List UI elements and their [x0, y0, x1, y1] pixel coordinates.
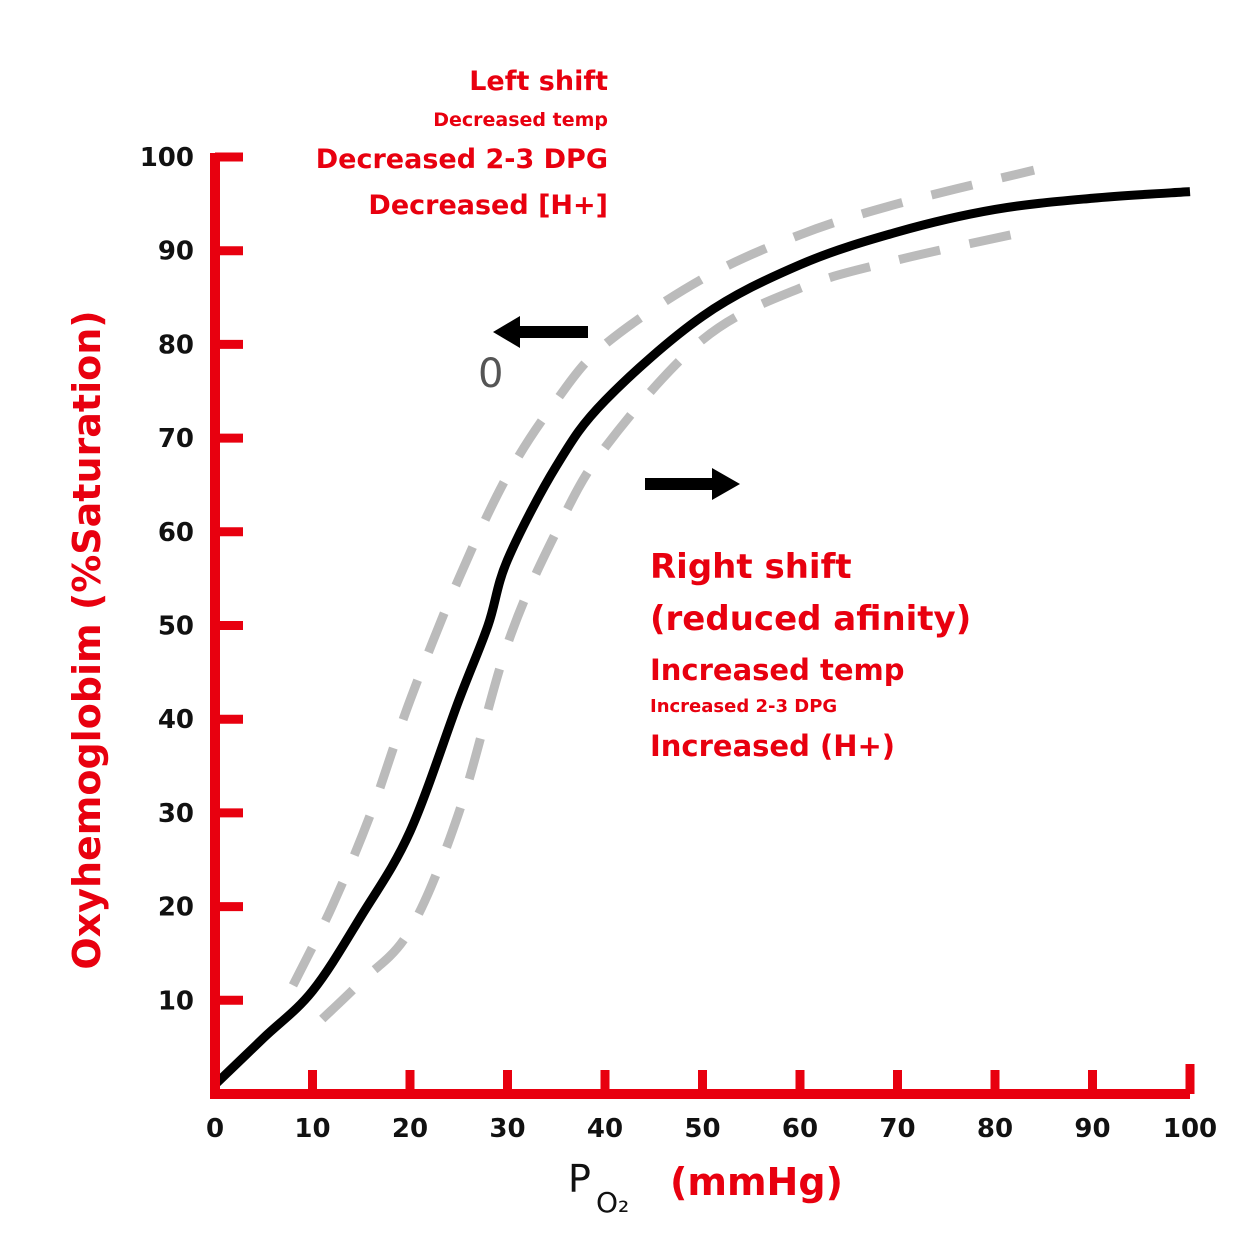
y-tick-label: 80: [158, 330, 194, 360]
right-shift-title: Right shift: [650, 547, 852, 587]
right-shift-temp: Increased temp: [650, 653, 904, 687]
curves: [211, 165, 1191, 1088]
y-tick-label: 50: [158, 612, 194, 642]
y-tick-label: 100: [140, 143, 194, 173]
x-tick-label: 20: [392, 1114, 428, 1144]
right-shift-dpg: Increased 2-3 DPG: [650, 696, 837, 717]
x-tick-label: 80: [977, 1114, 1013, 1144]
y-tick-label: 90: [158, 237, 194, 267]
axes: [210, 152, 1195, 1099]
y-tick-label: 40: [158, 705, 194, 735]
x-tick-label: 100: [1163, 1114, 1217, 1144]
x-axis-label-unit: (mmHg): [670, 1160, 843, 1204]
left-shift-title: Left shift: [469, 66, 608, 97]
x-tick-label: 90: [1074, 1114, 1110, 1144]
x-tick-label: 0: [206, 1114, 224, 1144]
y-tick-label: 10: [158, 986, 194, 1016]
y-tick-label: 30: [158, 799, 194, 829]
right-shift-annotation: Right shift (reduced afinity) Increased …: [650, 547, 971, 763]
left-shift-temp: Decreased temp: [433, 109, 608, 131]
shifted-curve-2: [319, 227, 1026, 1023]
x-tick-label: 50: [684, 1114, 720, 1144]
right-shift-h: Increased (H+): [650, 729, 895, 763]
left-arrow: [493, 316, 588, 348]
x-tick-label: 40: [587, 1114, 623, 1144]
y-tick-label: 20: [158, 893, 194, 923]
x-axis-label-subscript: O₂: [596, 1186, 629, 1219]
left-shift-h: Decreased [H+]: [368, 190, 608, 221]
main-curve: [211, 187, 1191, 1088]
x-tick-label: 60: [782, 1114, 818, 1144]
right-shift-affinity: (reduced afinity): [650, 599, 971, 639]
left-shift-annotation: Left shift Decreased temp Decreased 2-3 …: [316, 66, 608, 221]
stray-label: 0: [478, 351, 503, 397]
x-tick-label: 30: [489, 1114, 525, 1144]
y-tick-label: 60: [158, 518, 194, 548]
x-axis-label-main: P: [568, 1157, 591, 1201]
shifted-curve-1: [288, 165, 1036, 988]
y-tick-label: 70: [158, 424, 194, 454]
left-shift-dpg: Decreased 2-3 DPG: [316, 144, 608, 175]
x-tick-labels: 0 10 20 30 40 50 60 70 80 90 100: [206, 1114, 1217, 1144]
y-tick-labels: 10 20 30 40 50 60 70 80 90 100: [140, 143, 194, 1016]
x-tick-label: 10: [294, 1114, 330, 1144]
x-axis-label: P O₂ (mmHg): [568, 1157, 843, 1219]
x-tick-label: 70: [879, 1114, 915, 1144]
y-axis-label: Oxyhemoglobim (%Saturation): [65, 310, 109, 969]
right-arrow: [645, 468, 740, 500]
